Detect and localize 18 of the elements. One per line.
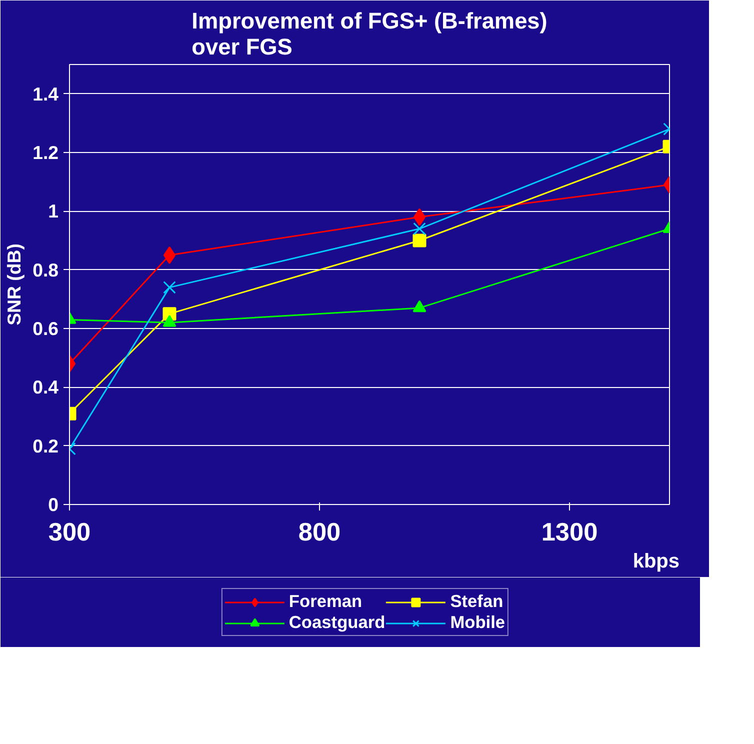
y-tick-label: 1 [48, 200, 59, 222]
chart-title: Improvement of FGS+ (B-frames) over FGS [192, 8, 548, 60]
y-tick-label: 1.2 [32, 142, 59, 163]
y-tick-label: 0 [48, 494, 59, 515]
legend-label: Stefan [450, 591, 504, 612]
y-tick-label: 0.6 [32, 318, 59, 339]
x-axis-title: kbps [632, 550, 680, 572]
y-tick-label: 0.4 [32, 376, 60, 398]
y-tick-label: 0.2 [32, 435, 59, 456]
y-axis-title: SNR (dB) [4, 244, 25, 326]
x-tick-label: 800 [298, 518, 341, 546]
x-tick-label: 300 [48, 518, 91, 546]
y-tick-label: 1.4 [32, 83, 60, 104]
legend-label: Mobile [450, 612, 506, 633]
legend-label: Foreman [288, 591, 362, 612]
legend-label: Coastguard [288, 612, 386, 633]
y-tick-label: 0.8 [32, 259, 59, 280]
x-tick-label: 1300 [541, 518, 598, 546]
